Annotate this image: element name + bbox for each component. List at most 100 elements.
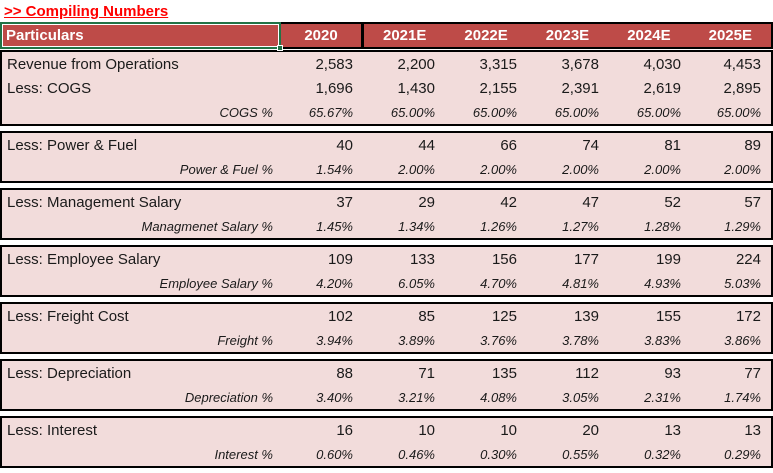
- number-value-cell[interactable]: 40: [336, 136, 353, 154]
- header-cell-year-2024e[interactable]: 2024E: [627, 27, 671, 44]
- percent-value-cell[interactable]: 4.20%: [316, 275, 353, 291]
- row-label-cell[interactable]: Less: Depreciation: [7, 364, 132, 382]
- row-label-cell[interactable]: COGS %: [219, 104, 273, 120]
- percent-value-cell[interactable]: 0.32%: [644, 446, 681, 462]
- percent-value-cell[interactable]: 65.00%: [554, 104, 599, 120]
- number-value-cell[interactable]: 13: [744, 421, 761, 439]
- header-cell-year-2022e[interactable]: 2022E: [464, 27, 508, 44]
- percent-value-cell[interactable]: 1.26%: [480, 218, 517, 234]
- number-value-cell[interactable]: 81: [664, 136, 681, 154]
- number-value-cell[interactable]: 1,696: [315, 79, 353, 97]
- header-cell-particulars selected-cell[interactable]: Particulars: [0, 22, 283, 51]
- number-value-cell[interactable]: 133: [409, 250, 435, 268]
- percent-value-cell[interactable]: 1.45%: [316, 218, 353, 234]
- percent-value-cell[interactable]: 1.74%: [724, 389, 761, 405]
- row-label-cell[interactable]: Less: Power & Fuel: [7, 136, 138, 154]
- percent-value-cell[interactable]: 1.34%: [398, 218, 435, 234]
- number-value-cell[interactable]: 135: [491, 364, 517, 382]
- selection-fill-handle[interactable]: [277, 45, 283, 51]
- percent-value-cell[interactable]: 65.00%: [716, 104, 761, 120]
- row-label-cell[interactable]: Less: Freight Cost: [7, 307, 129, 325]
- number-value-cell[interactable]: 93: [664, 364, 681, 382]
- header-cell-year-2020[interactable]: 2020: [281, 22, 361, 49]
- percent-value-cell[interactable]: 3.40%: [316, 389, 353, 405]
- number-value-cell[interactable]: 109: [327, 250, 353, 268]
- number-value-cell[interactable]: 89: [744, 136, 761, 154]
- percent-value-cell[interactable]: 3.86%: [724, 332, 761, 348]
- percent-value-cell[interactable]: 0.29%: [724, 446, 761, 462]
- number-value-cell[interactable]: 177: [573, 250, 599, 268]
- number-value-cell[interactable]: 155: [655, 307, 681, 325]
- number-value-cell[interactable]: 71: [418, 364, 435, 382]
- percent-value-cell[interactable]: 3.76%: [480, 332, 517, 348]
- percent-value-cell[interactable]: 1.29%: [724, 218, 761, 234]
- percent-value-cell[interactable]: 0.46%: [398, 446, 435, 462]
- number-value-cell[interactable]: 3,315: [479, 55, 517, 73]
- percent-value-cell[interactable]: 2.31%: [644, 389, 681, 405]
- percent-value-cell[interactable]: 65.00%: [636, 104, 681, 120]
- percent-value-cell[interactable]: 3.94%: [316, 332, 353, 348]
- row-label-cell[interactable]: Employee Salary %: [159, 275, 273, 291]
- number-value-cell[interactable]: 172: [735, 307, 761, 325]
- number-value-cell[interactable]: 2,583: [315, 55, 353, 73]
- row-label-cell[interactable]: Depreciation %: [184, 389, 273, 405]
- number-value-cell[interactable]: 2,895: [723, 79, 761, 97]
- number-value-cell[interactable]: 57: [744, 193, 761, 211]
- percent-value-cell[interactable]: 4.08%: [480, 389, 517, 405]
- row-label-cell[interactable]: Revenue from Operations: [7, 55, 179, 73]
- percent-value-cell[interactable]: 1.28%: [644, 218, 681, 234]
- row-label-cell[interactable]: Managmenet Salary %: [141, 218, 273, 234]
- number-value-cell[interactable]: 44: [418, 136, 435, 154]
- row-label-cell[interactable]: Less: COGS: [7, 79, 92, 97]
- number-value-cell[interactable]: 125: [491, 307, 517, 325]
- percent-value-cell[interactable]: 3.21%: [398, 389, 435, 405]
- number-value-cell[interactable]: 199: [655, 250, 681, 268]
- percent-value-cell[interactable]: 65.00%: [472, 104, 517, 120]
- number-value-cell[interactable]: 224: [735, 250, 761, 268]
- number-value-cell[interactable]: 16: [336, 421, 353, 439]
- row-label-cell[interactable]: Less: Employee Salary: [7, 250, 161, 268]
- number-value-cell[interactable]: 1,430: [397, 79, 435, 97]
- percent-value-cell[interactable]: 65.67%: [308, 104, 353, 120]
- percent-value-cell[interactable]: 5.03%: [724, 275, 761, 291]
- number-value-cell[interactable]: 47: [582, 193, 599, 211]
- number-value-cell[interactable]: 2,391: [561, 79, 599, 97]
- row-label-cell[interactable]: Power & Fuel %: [179, 161, 273, 177]
- header-cell-year-2023e[interactable]: 2023E: [545, 27, 590, 44]
- number-value-cell[interactable]: 42: [500, 193, 517, 211]
- sheet-title-cell[interactable]: >> Compiling Numbers: [4, 3, 169, 20]
- percent-value-cell[interactable]: 0.55%: [562, 446, 599, 462]
- percent-value-cell[interactable]: 2.00%: [480, 161, 517, 177]
- number-value-cell[interactable]: 85: [418, 307, 435, 325]
- percent-value-cell[interactable]: 4.81%: [562, 275, 599, 291]
- number-value-cell[interactable]: 10: [418, 421, 435, 439]
- percent-value-cell[interactable]: 2.00%: [398, 161, 435, 177]
- row-label-cell[interactable]: Less: Management Salary: [7, 193, 182, 211]
- row-label-cell[interactable]: Interest %: [214, 446, 273, 462]
- number-value-cell[interactable]: 52: [664, 193, 681, 211]
- percent-value-cell[interactable]: 3.78%: [562, 332, 599, 348]
- percent-value-cell[interactable]: 4.70%: [480, 275, 517, 291]
- number-value-cell[interactable]: 77: [744, 364, 761, 382]
- percent-value-cell[interactable]: 1.27%: [562, 218, 599, 234]
- number-value-cell[interactable]: 2,200: [397, 55, 435, 73]
- header-cell-year-2025e[interactable]: 2025E: [708, 27, 752, 44]
- number-value-cell[interactable]: 88: [336, 364, 353, 382]
- number-value-cell[interactable]: 2,155: [479, 79, 517, 97]
- number-value-cell[interactable]: 10: [500, 421, 517, 439]
- number-value-cell[interactable]: 139: [573, 307, 599, 325]
- number-value-cell[interactable]: 156: [491, 250, 517, 268]
- header-cell-year-2021e[interactable]: 2021E: [383, 27, 427, 44]
- number-value-cell[interactable]: 20: [582, 421, 599, 439]
- number-value-cell[interactable]: 3,678: [561, 55, 599, 73]
- number-value-cell[interactable]: 74: [582, 136, 599, 154]
- percent-value-cell[interactable]: 1.54%: [316, 161, 353, 177]
- percent-value-cell[interactable]: 4.93%: [644, 275, 681, 291]
- number-value-cell[interactable]: 66: [500, 136, 517, 154]
- percent-value-cell[interactable]: 3.83%: [644, 332, 681, 348]
- number-value-cell[interactable]: 37: [336, 193, 353, 211]
- percent-value-cell[interactable]: 0.60%: [316, 446, 353, 462]
- number-value-cell[interactable]: 4,453: [723, 55, 761, 73]
- percent-value-cell[interactable]: 65.00%: [390, 104, 435, 120]
- percent-value-cell[interactable]: 6.05%: [398, 275, 435, 291]
